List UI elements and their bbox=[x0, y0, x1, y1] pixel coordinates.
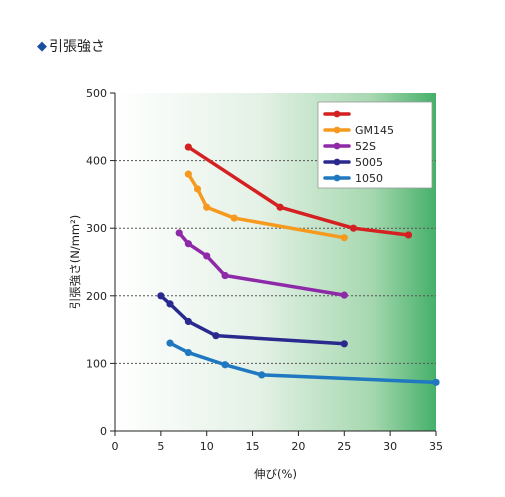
x-tick-label: 10 bbox=[200, 440, 214, 453]
legend-label: 52S bbox=[355, 140, 376, 153]
data-point bbox=[221, 271, 229, 280]
data-point bbox=[184, 143, 192, 151]
y-tick-label: 200 bbox=[86, 290, 107, 303]
data-point bbox=[276, 203, 284, 211]
series-line bbox=[186, 145, 411, 237]
x-tick-label: 15 bbox=[246, 440, 260, 453]
data-point bbox=[166, 300, 174, 308]
data-point bbox=[340, 340, 348, 348]
legend-marker bbox=[333, 126, 341, 134]
data-point bbox=[175, 229, 183, 237]
section-title: ◆ 引張強さ bbox=[37, 36, 105, 56]
data-point bbox=[258, 371, 266, 379]
data-point bbox=[230, 214, 238, 222]
data-point bbox=[203, 203, 211, 211]
legend-label: GM145 bbox=[355, 124, 394, 137]
legend-marker bbox=[333, 110, 341, 118]
legend-marker bbox=[333, 158, 341, 166]
data-point bbox=[184, 240, 192, 248]
x-tick-label: 35 bbox=[429, 440, 443, 453]
data-point bbox=[193, 185, 202, 193]
data-point bbox=[349, 224, 358, 232]
y-tick-label: 500 bbox=[86, 87, 107, 100]
x-tick-label: 25 bbox=[337, 440, 351, 453]
x-tick-label: 0 bbox=[112, 440, 119, 453]
data-point bbox=[340, 291, 348, 299]
data-point bbox=[212, 332, 220, 340]
data-point bbox=[184, 170, 192, 178]
data-point bbox=[432, 378, 440, 386]
x-tick-label: 20 bbox=[291, 440, 305, 453]
y-tick-label: 300 bbox=[86, 222, 107, 235]
x-tick-label: 30 bbox=[383, 440, 397, 453]
legend-marker bbox=[333, 142, 341, 150]
diamond-bullet-icon: ◆ bbox=[37, 38, 47, 54]
x-tick-label: 5 bbox=[157, 440, 164, 453]
y-tick-label: 100 bbox=[86, 357, 107, 370]
x-axis-title: 伸び(%) bbox=[254, 467, 297, 481]
legend-label: 1050 bbox=[355, 172, 383, 185]
data-point bbox=[184, 317, 192, 326]
data-point bbox=[221, 361, 229, 369]
data-point bbox=[404, 231, 413, 239]
data-point bbox=[166, 339, 174, 347]
y-tick-label: 0 bbox=[100, 425, 107, 438]
section-title-text: 引張強さ bbox=[49, 39, 105, 55]
data-point bbox=[340, 234, 348, 242]
data-point bbox=[203, 252, 211, 260]
data-point bbox=[184, 348, 192, 357]
legend-label: 5005 bbox=[355, 156, 383, 169]
legend-marker bbox=[333, 174, 341, 182]
y-axis-title: 引張強さ(N/mm²) bbox=[68, 215, 82, 309]
y-tick-label: 400 bbox=[86, 155, 107, 168]
data-point bbox=[157, 292, 165, 300]
